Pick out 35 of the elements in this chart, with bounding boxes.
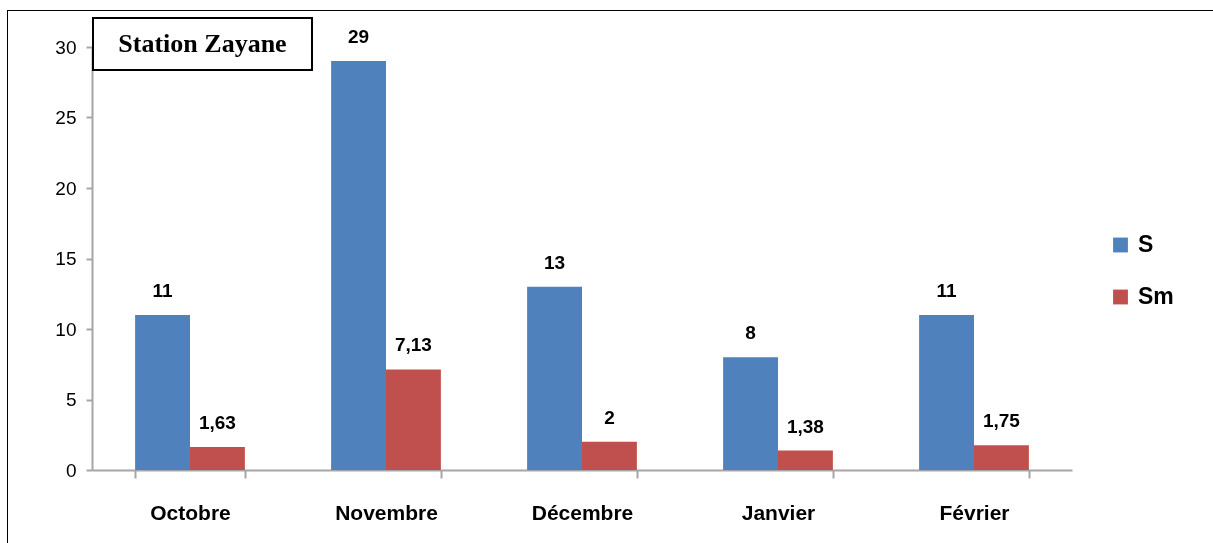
y-tick-label: 5 bbox=[65, 389, 77, 410]
x-tick-label: Janvier bbox=[741, 500, 816, 524]
bar bbox=[331, 61, 386, 470]
data-label: 7,13 bbox=[394, 334, 432, 356]
data-label: 29 bbox=[347, 26, 370, 48]
y-tick-label: 10 bbox=[55, 318, 77, 340]
legend-label: S bbox=[1138, 231, 1154, 257]
data-label: 1,38 bbox=[786, 415, 824, 437]
legend-label: Sm bbox=[1138, 283, 1174, 309]
y-tick-label: 30 bbox=[55, 36, 77, 58]
x-tick-label: Octobre bbox=[150, 500, 231, 524]
bar bbox=[723, 357, 778, 470]
x-tick-label: Décembre bbox=[531, 500, 634, 524]
x-tick-label: Février bbox=[939, 500, 1010, 524]
data-label: 1,63 bbox=[198, 412, 236, 434]
y-tick-label: 20 bbox=[55, 177, 77, 199]
y-tick-label: 15 bbox=[55, 248, 77, 269]
data-label: 13 bbox=[543, 251, 566, 273]
chart-title: Station Zayane bbox=[92, 17, 313, 71]
data-label: 11 bbox=[152, 279, 174, 301]
y-tick-label: 0 bbox=[65, 459, 77, 481]
bar bbox=[778, 450, 833, 470]
x-tick-label: Novembre bbox=[335, 500, 438, 524]
bar bbox=[974, 445, 1029, 470]
bar bbox=[527, 286, 582, 470]
bar bbox=[135, 314, 190, 470]
bar bbox=[386, 369, 441, 470]
data-label: 2 bbox=[604, 406, 615, 428]
bar bbox=[190, 447, 245, 470]
bar bbox=[919, 314, 974, 470]
data-label: 1,75 bbox=[982, 410, 1021, 432]
bar bbox=[582, 441, 637, 470]
data-label: 8 bbox=[745, 322, 756, 344]
y-tick-label: 25 bbox=[55, 107, 77, 128]
data-label: 11 bbox=[936, 279, 958, 301]
